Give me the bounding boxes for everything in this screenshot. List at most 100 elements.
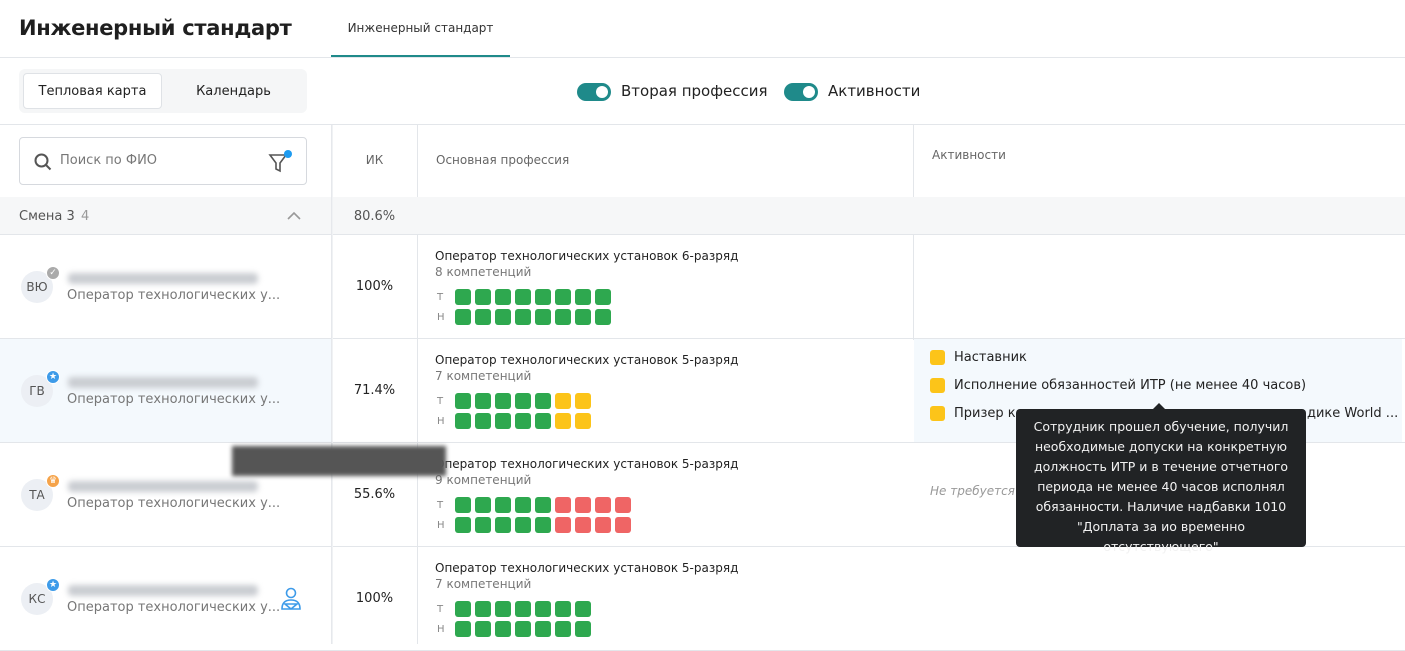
competency-cell[interactable] [475,413,491,429]
competency-cell[interactable] [495,601,511,617]
competency-cell[interactable] [555,621,571,637]
competency-cell[interactable] [455,393,471,409]
competency-cell[interactable] [475,497,491,513]
row-label: Т [437,603,444,615]
column-header-activities[interactable]: Активности [932,148,1006,162]
heatmap-view-button[interactable]: Тепловая карта [23,73,162,109]
competency-cell[interactable] [575,621,591,637]
competency-cell[interactable] [535,393,551,409]
competency-cell[interactable] [475,309,491,325]
filter-icon[interactable] [268,150,294,174]
ik-value: 71.4% [353,383,396,398]
competency-cell[interactable] [515,289,531,305]
table-row[interactable]: ТА ♛ Оператор технологических у... 55.6%… [0,443,1405,547]
calendar-view-button[interactable]: Календарь [196,83,271,99]
activity-item[interactable]: Призер ко [930,406,1024,421]
competency-cell[interactable] [535,497,551,513]
competency-cell[interactable] [455,497,471,513]
avatar[interactable]: ТА ♛ [21,474,60,511]
second-profession-toggle[interactable] [577,83,611,101]
competency-cell[interactable] [615,517,631,533]
competency-cell[interactable] [535,601,551,617]
competency-cell[interactable] [595,497,611,513]
avatar[interactable]: КС ★ [21,578,60,615]
competency-cell[interactable] [555,393,571,409]
competency-cell[interactable] [555,497,571,513]
activity-marker [930,378,945,393]
competency-cell[interactable] [535,309,551,325]
competency-cell[interactable] [575,309,591,325]
table-row[interactable]: ВЮ ✓ Оператор технологических у... 100% … [0,235,1405,339]
competency-cell[interactable] [555,517,571,533]
activity-item[interactable]: Наставник [930,350,1027,365]
employee-role: Оператор технологических у... [67,392,281,407]
competency-cell[interactable] [515,497,531,513]
competency-cell[interactable] [475,289,491,305]
competency-cell[interactable] [515,621,531,637]
chevron-up-icon[interactable] [287,211,301,220]
competency-cell[interactable] [495,309,511,325]
competency-count: 8 компетенций [435,265,532,279]
competency-cell[interactable] [455,517,471,533]
competency-cell[interactable] [515,517,531,533]
row-label: Н [437,623,445,635]
column-header-ik[interactable]: ИК [365,153,384,167]
column-header-main-profession[interactable]: Основная профессия [436,153,570,167]
competency-cell[interactable] [515,309,531,325]
competency-cell[interactable] [455,289,471,305]
competency-cell[interactable] [555,601,571,617]
competency-cell[interactable] [595,517,611,533]
competency-cell[interactable] [555,289,571,305]
competency-cell[interactable] [495,621,511,637]
page-title: Инженерный стандарт [19,16,292,40]
activity-label: Наставник [954,350,1027,365]
competency-cell[interactable] [555,413,571,429]
competency-cell[interactable] [475,601,491,617]
competency-cell[interactable] [595,289,611,305]
blurred-tooltip [232,446,446,476]
activity-item[interactable]: Исполнение обязанностей ИТР (не менее 40… [930,378,1306,393]
divider [0,57,1405,58]
competency-cell[interactable] [535,289,551,305]
competency-cell[interactable] [575,413,591,429]
competency-cell[interactable] [575,517,591,533]
competency-cell[interactable] [535,621,551,637]
mentor-icon[interactable] [280,587,302,613]
competency-cell[interactable] [455,309,471,325]
competency-cell[interactable] [475,517,491,533]
competency-cell[interactable] [475,621,491,637]
avatar[interactable]: ВЮ ✓ [21,266,60,303]
search-input[interactable]: Поиск по ФИО [19,137,307,185]
competency-cell[interactable] [495,393,511,409]
competency-cell[interactable] [615,497,631,513]
activities-toggle[interactable] [784,83,818,101]
competency-cell[interactable] [495,497,511,513]
tab-engineering-standard[interactable]: Инженерный стандарт [331,0,510,57]
competency-cell[interactable] [535,517,551,533]
competency-cell[interactable] [535,413,551,429]
competency-cell[interactable] [455,621,471,637]
row-label: Н [437,311,445,323]
table-row[interactable]: КС ★ Оператор технологических у... 100% … [0,547,1405,651]
activity-marker [930,406,945,421]
ik-value: 100% [355,591,394,606]
competency-cell[interactable] [575,289,591,305]
competency-cell[interactable] [495,289,511,305]
competency-cell[interactable] [575,601,591,617]
competency-cell[interactable] [455,601,471,617]
competency-cell[interactable] [495,413,511,429]
avatar-initials: ТА [29,488,45,502]
competency-cell[interactable] [575,393,591,409]
competency-cell[interactable] [515,601,531,617]
table-row[interactable]: ГВ ★ Оператор технологических у... 71.4%… [0,339,1405,443]
competency-cell[interactable] [515,413,531,429]
competency-cell[interactable] [495,517,511,533]
competency-cell[interactable] [595,309,611,325]
competency-cell[interactable] [575,497,591,513]
competency-cell[interactable] [555,309,571,325]
competency-cell[interactable] [455,413,471,429]
group-header[interactable]: Смена 3 4 80.6% [0,197,1405,235]
competency-cell[interactable] [475,393,491,409]
avatar[interactable]: ГВ ★ [21,370,60,407]
competency-cell[interactable] [515,393,531,409]
